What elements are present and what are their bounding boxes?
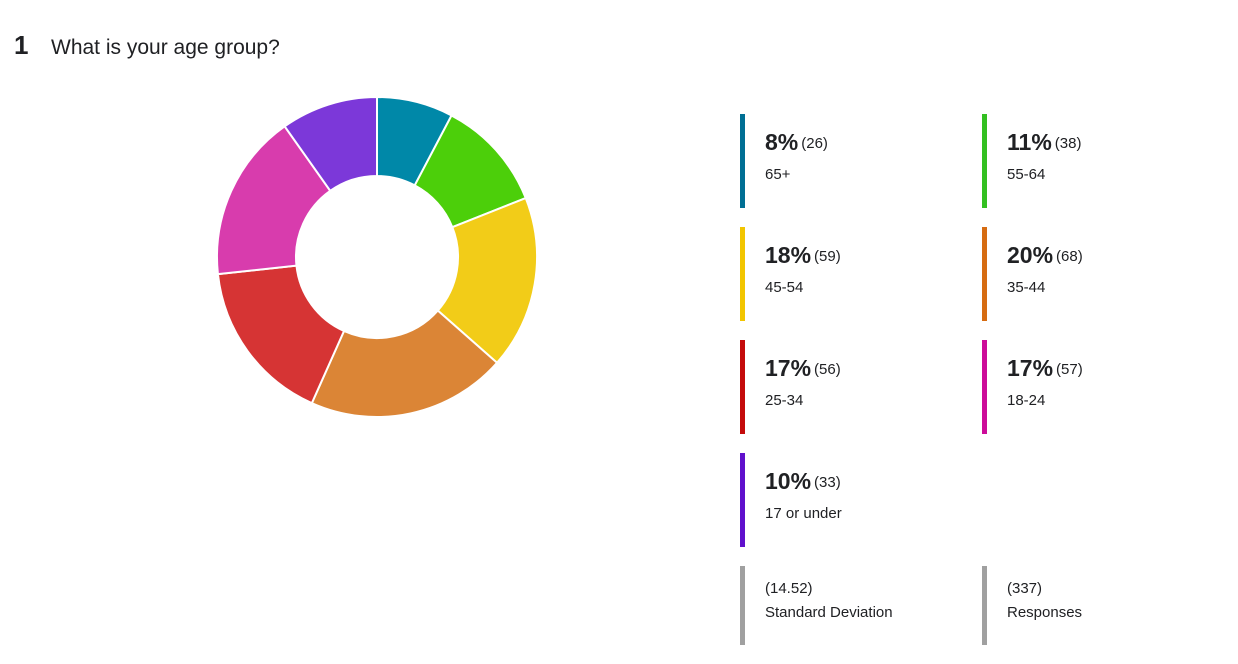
legend-count: (56) xyxy=(814,361,841,378)
legend-label: 25-34 xyxy=(765,392,804,409)
legend-percent: 8% xyxy=(765,129,799,155)
donut-slice-18-24 xyxy=(216,124,332,276)
stat-bar xyxy=(740,566,745,645)
legend-item-17-or-under: 10% (33) 17 or under xyxy=(740,453,970,547)
question-text: What is your age group? xyxy=(51,36,280,59)
legend-count: (68) xyxy=(1056,248,1083,265)
legend-count: (59) xyxy=(814,248,841,265)
legend-percent: 17% xyxy=(765,355,812,381)
legend-color-bar xyxy=(982,114,987,208)
stat-responses: (337) Responses xyxy=(982,566,1212,645)
legend-item-35-44: 20% (68) 35-44 xyxy=(982,227,1212,321)
legend-color-bar xyxy=(740,114,745,208)
stat-label: Standard Deviation xyxy=(765,604,893,621)
legend-label: 65+ xyxy=(765,166,791,183)
legend-color-bar xyxy=(982,227,987,321)
legend-label: 35-44 xyxy=(1007,279,1046,296)
legend-label: 17 or under xyxy=(765,505,842,522)
donut-slice-17-or-under xyxy=(283,96,378,193)
legend-count: (57) xyxy=(1056,361,1083,378)
legend-color-bar xyxy=(740,453,745,547)
stat-label: Responses xyxy=(1007,604,1083,621)
legend-percent: 20% xyxy=(1007,242,1054,268)
legend-count: (33) xyxy=(814,474,841,491)
donut-chart xyxy=(216,96,538,418)
donut-slice-35-44 xyxy=(310,309,499,418)
legend-item-18-24: 17% (57) 18-24 xyxy=(982,340,1212,434)
stat-standard-deviation: (14.52) Standard Deviation xyxy=(740,566,970,645)
legend-percent: 18% xyxy=(765,242,812,268)
stat-bar xyxy=(982,566,987,645)
legend-count: (26) xyxy=(801,135,828,152)
question-header: 1 What is your age group? xyxy=(14,30,280,61)
stat-value: (337) xyxy=(1007,580,1043,597)
donut-slice-45-54 xyxy=(436,196,538,365)
legend-count: (38) xyxy=(1054,135,1082,152)
legend-item-25-34: 17% (56) 25-34 xyxy=(740,340,970,434)
stat-value: (14.52) xyxy=(765,580,813,597)
question-number: 1 xyxy=(14,30,29,60)
legend-item-45-54: 18% (59) 45-54 xyxy=(740,227,970,321)
legend-color-bar xyxy=(982,340,987,434)
legend-color-bar xyxy=(740,340,745,434)
legend-label: 45-54 xyxy=(765,279,804,296)
legend-percent: 10% xyxy=(765,468,812,494)
legend-color-bar xyxy=(740,227,745,321)
legend-item-55-64: 11% (38) 55-64 xyxy=(982,114,1212,208)
legend-item-65-plus: 8% (26) 65+ xyxy=(740,114,970,208)
legend-label: 18-24 xyxy=(1007,392,1046,409)
legend-percent: 11% xyxy=(1007,129,1052,155)
legend-percent: 17% xyxy=(1007,355,1054,381)
legend-label: 55-64 xyxy=(1007,166,1046,183)
